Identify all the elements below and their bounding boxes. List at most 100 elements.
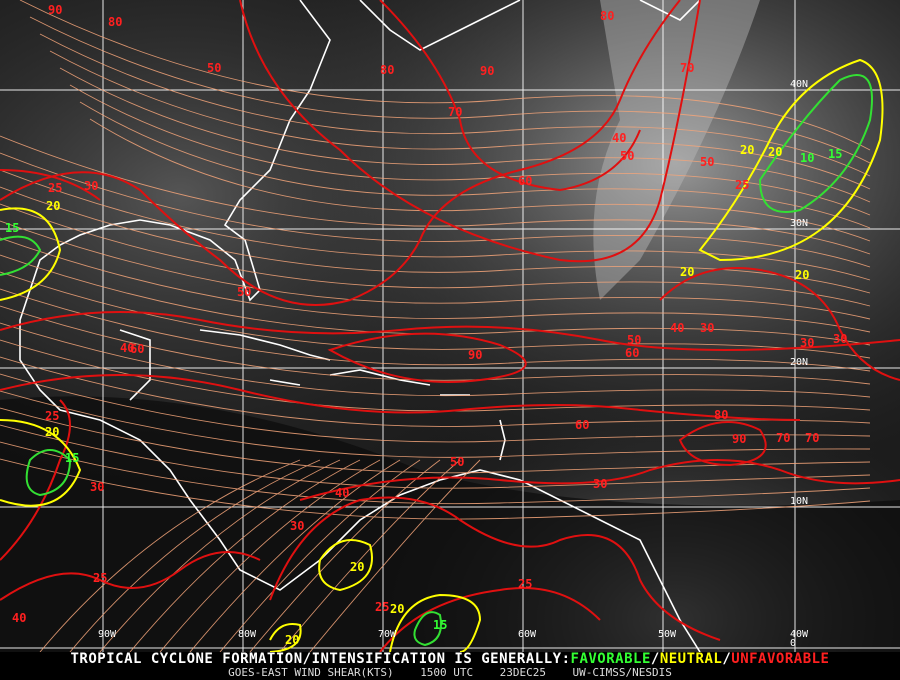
contour-label-unfavorable: 80 bbox=[600, 9, 614, 23]
contour-label-favorable: 10 bbox=[800, 151, 814, 165]
contour-label-neutral: 20 bbox=[285, 633, 299, 647]
streamline bbox=[0, 203, 871, 307]
streamline bbox=[39, 459, 301, 652]
footer-caption: TROPICAL CYCLONE FORMATION/INTENSIFICATI… bbox=[0, 652, 900, 680]
contour-label-unfavorable: 90 bbox=[468, 348, 482, 362]
contour-label-neutral: 20 bbox=[768, 145, 782, 159]
contour-label-unfavorable: 25 bbox=[375, 600, 389, 614]
contour-label-unfavorable: 30 bbox=[290, 519, 304, 533]
streamline bbox=[0, 186, 871, 294]
streamline bbox=[19, 0, 871, 151]
longitude-labels: 90W 80W 70W 60W 50W 40W bbox=[98, 629, 809, 640]
streamline bbox=[99, 459, 341, 652]
contour-label-neutral: 20 bbox=[350, 560, 364, 574]
contour-label-unfavorable: 30 bbox=[700, 321, 714, 335]
longitude-label: 90W bbox=[98, 629, 117, 640]
contour-label-favorable: 15 bbox=[433, 618, 447, 632]
legend-favorable: FAVORABLE bbox=[570, 651, 651, 667]
contour-label-unfavorable: 50 bbox=[450, 455, 464, 469]
latitude-labels: 40N 30N 20N 10N 0 bbox=[790, 79, 808, 649]
headline-prefix: TROPICAL CYCLONE FORMATION/INTENSIFICATI… bbox=[70, 651, 571, 667]
contour-label-favorable: 15 bbox=[65, 451, 79, 465]
contour-label-unfavorable: 50 bbox=[627, 333, 641, 347]
streamline bbox=[0, 339, 871, 412]
streamline bbox=[0, 271, 871, 359]
latitude-label: 10N bbox=[790, 496, 808, 507]
separator: / bbox=[722, 651, 732, 667]
streamline bbox=[0, 237, 871, 333]
legend-neutral: NEUTRAL bbox=[659, 651, 723, 667]
contour-label-unfavorable: 40 bbox=[335, 486, 349, 500]
contour-label-unfavorable: 40 bbox=[670, 321, 684, 335]
contour-label-unfavorable: 80 bbox=[714, 408, 728, 422]
streamline bbox=[309, 459, 481, 652]
contour-label-favorable: 15 bbox=[828, 147, 842, 161]
streamline bbox=[0, 169, 871, 281]
streamline bbox=[89, 118, 871, 242]
latitude-label: 20N bbox=[790, 357, 808, 368]
contour-label-unfavorable: 25 bbox=[93, 571, 107, 585]
contour-label-unfavorable: 30 bbox=[593, 477, 607, 491]
contour-label-unfavorable: 70 bbox=[448, 105, 462, 119]
streamline bbox=[79, 101, 871, 229]
streamline bbox=[0, 441, 871, 505]
streamline bbox=[69, 84, 871, 216]
contour-label-unfavorable: 50 bbox=[207, 61, 221, 75]
coastlines bbox=[19, 0, 701, 652]
streamline bbox=[0, 424, 871, 489]
contour-label-unfavorable: 90 bbox=[732, 432, 746, 446]
contour-label-neutral: 20 bbox=[795, 268, 809, 282]
legend-unfavorable: UNFAVORABLE bbox=[731, 651, 830, 667]
contour-label-unfavorable: 90 bbox=[48, 3, 62, 17]
headline: TROPICAL CYCLONE FORMATION/INTENSIFICATI… bbox=[0, 652, 900, 667]
contour-label-unfavorable: 60 bbox=[625, 346, 639, 360]
contour-label-unfavorable: 30 bbox=[833, 332, 847, 346]
contour-label-unfavorable: 50 bbox=[700, 155, 714, 169]
streamline bbox=[0, 254, 871, 346]
contour-label-unfavorable: 30 bbox=[800, 336, 814, 350]
longitude-label: 50W bbox=[658, 629, 677, 640]
product-name: GOES-EAST WIND SHEAR(KTS) bbox=[228, 666, 394, 679]
longitude-label: 60W bbox=[518, 629, 537, 640]
product-time: 1500 UTC bbox=[420, 666, 474, 679]
contour-label-unfavorable: 30 bbox=[90, 480, 104, 494]
contour-label-unfavorable: 40 bbox=[120, 341, 134, 355]
lat-lon-grid bbox=[0, 0, 900, 652]
streamline bbox=[129, 459, 361, 652]
streamline bbox=[159, 459, 381, 652]
streamline bbox=[59, 67, 871, 203]
contour-label-unfavorable: 25 bbox=[735, 178, 749, 192]
latitude-label: 30N bbox=[790, 218, 808, 229]
contour-label-neutral: 20 bbox=[390, 602, 404, 616]
streamline bbox=[0, 220, 871, 320]
contour-label-unfavorable: 60 bbox=[130, 342, 144, 356]
longitude-label: 80W bbox=[238, 629, 257, 640]
contour-label-unfavorable: 50 bbox=[237, 285, 251, 299]
contour-label-unfavorable: 70 bbox=[805, 431, 819, 445]
latitude-label: 40N bbox=[790, 79, 808, 90]
streamline bbox=[189, 459, 401, 652]
contour-label-unfavorable: 60 bbox=[518, 174, 532, 188]
contour-label-neutral: 20 bbox=[46, 199, 60, 213]
streamline bbox=[0, 373, 871, 443]
shear-contours bbox=[0, 0, 900, 652]
contour-label-unfavorable: 70 bbox=[680, 61, 694, 75]
contour-label-neutral: 20 bbox=[740, 143, 754, 157]
contour-label-unfavorable: 70 bbox=[776, 431, 790, 445]
contour-label-neutral: 20 bbox=[45, 425, 59, 439]
streamline bbox=[219, 459, 421, 652]
streamline bbox=[69, 459, 321, 652]
streamline bbox=[0, 458, 871, 520]
latitude-label: 0 bbox=[790, 638, 796, 649]
streamline bbox=[29, 16, 871, 164]
contour-label-unfavorable: 40 bbox=[612, 131, 626, 145]
streamline bbox=[0, 322, 871, 398]
contour-label-unfavorable: 80 bbox=[108, 15, 122, 29]
streamline bbox=[0, 135, 871, 255]
streamline bbox=[249, 459, 441, 652]
contour-label-unfavorable: 50 bbox=[620, 149, 634, 163]
streamline bbox=[0, 390, 871, 458]
